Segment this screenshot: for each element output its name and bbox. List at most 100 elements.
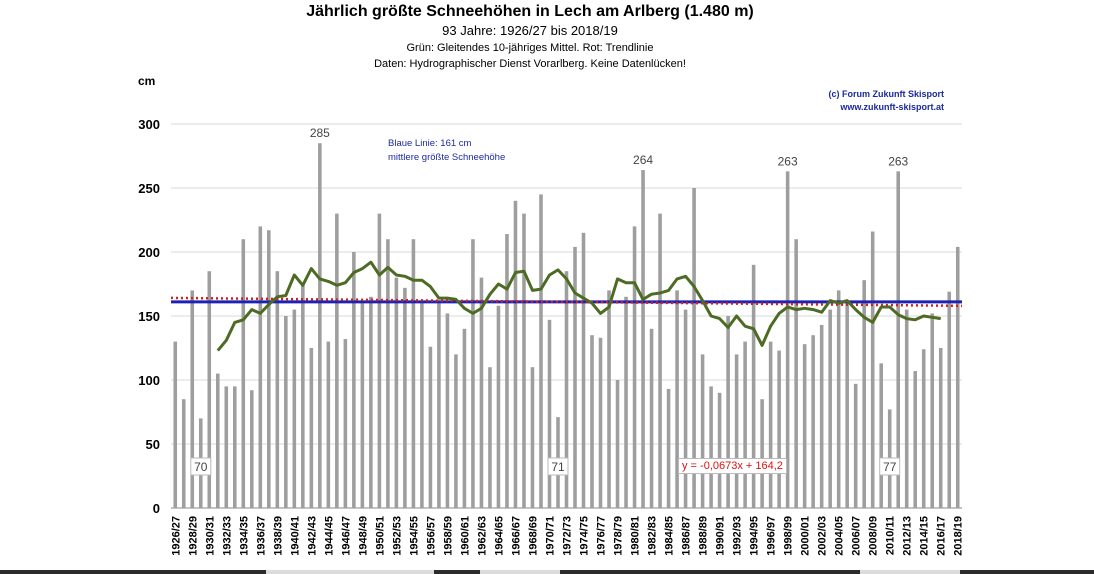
bar	[632, 226, 637, 508]
bar	[853, 383, 858, 508]
x-tick-label: 1936/37	[255, 516, 267, 556]
x-tick-label: 1990/91	[715, 516, 727, 556]
bar	[301, 284, 305, 508]
bar	[267, 230, 271, 509]
x-tick-label: 1998/99	[783, 516, 795, 556]
bar	[479, 277, 484, 508]
x-tick-label: 1928/29	[187, 516, 199, 556]
bar	[513, 200, 518, 509]
x-tick-label: 1944/45	[323, 516, 335, 556]
credit-url: www.zukunft-skisport.at	[840, 102, 944, 112]
bar	[717, 392, 722, 508]
bar	[904, 309, 909, 508]
x-tick-label: 1984/85	[664, 516, 676, 556]
bar	[658, 213, 662, 508]
bar	[428, 346, 433, 508]
bar	[250, 390, 254, 508]
bar	[215, 373, 220, 508]
bar	[488, 367, 492, 508]
data-label-box	[879, 457, 901, 476]
x-tick-label: 1940/41	[289, 516, 301, 556]
data-label: 71	[551, 460, 565, 474]
x-tick-label: 1954/55	[408, 516, 420, 556]
bar	[777, 350, 781, 508]
x-tick-label: 2006/07	[851, 516, 863, 556]
bar	[692, 188, 696, 508]
x-tick-label: 2004/05	[834, 516, 846, 556]
bar	[615, 380, 620, 508]
x-tick-label: 2002/03	[817, 516, 829, 556]
bar	[403, 287, 407, 508]
bar	[207, 271, 212, 508]
bar	[870, 231, 875, 508]
bar	[352, 252, 356, 508]
taskbar-segment	[960, 570, 1094, 574]
taskbar-segment	[560, 570, 860, 574]
x-tick-label: 1932/33	[221, 516, 233, 556]
mean-line-description: mittlere größte Schneehöhe	[388, 152, 506, 163]
bar	[377, 213, 382, 508]
bar	[360, 303, 365, 508]
bar	[471, 239, 475, 508]
bar	[598, 337, 603, 508]
bar	[785, 171, 790, 509]
x-tick-label: 1938/39	[272, 516, 284, 556]
bar	[666, 388, 671, 508]
x-tick-label: 1958/59	[442, 516, 454, 556]
bar	[335, 213, 339, 508]
chart-title: Jährlich größte Schneehöhen in Lech am A…	[306, 3, 754, 20]
x-tick-label: 2012/13	[902, 516, 914, 556]
bar	[547, 319, 552, 508]
bar	[845, 303, 849, 508]
chart-note-source: Daten: Hydrographischer Dienst Vorarlber…	[374, 58, 686, 70]
bar	[309, 348, 314, 508]
bar	[624, 296, 628, 508]
trend-equation: y = -0,0673x + 164,2	[678, 458, 787, 474]
x-tick-label: 1942/43	[306, 516, 318, 556]
x-tick-label: 1970/71	[544, 516, 556, 556]
y-tick-label: 50	[146, 437, 160, 452]
data-label-box	[190, 457, 212, 476]
bar	[292, 309, 297, 508]
trend-line	[170, 296, 963, 308]
x-tick-label: 1926/27	[170, 516, 182, 556]
bar	[326, 341, 331, 508]
x-tick-label: 1994/95	[749, 516, 761, 556]
bar	[879, 363, 883, 508]
bar	[794, 239, 798, 508]
bar	[505, 234, 509, 508]
bar	[675, 290, 679, 508]
bar	[751, 264, 756, 508]
bar	[190, 290, 195, 508]
bar	[581, 232, 586, 509]
x-tick-label: 1960/61	[459, 516, 471, 556]
bar	[369, 296, 373, 508]
data-label: 263	[778, 154, 798, 168]
taskbar-segment	[434, 570, 480, 574]
x-tick-label: 1964/65	[493, 516, 505, 556]
x-tick-label: 1976/77	[596, 516, 608, 556]
bar	[921, 349, 926, 508]
y-tick-label: 150	[138, 309, 160, 324]
bar	[862, 280, 866, 508]
x-tick-label: 1948/49	[357, 516, 369, 556]
x-tick-label: 1996/97	[766, 516, 778, 556]
bar	[700, 354, 705, 508]
data-label-box	[547, 457, 569, 476]
bar	[896, 171, 900, 509]
y-tick-label: 100	[138, 373, 160, 388]
bar	[173, 341, 178, 508]
x-tick-label: 1978/79	[613, 516, 625, 556]
x-tick-label: 1968/69	[527, 516, 539, 556]
chart-subtitle: 93 Jahre: 1926/27 bis 2018/19	[442, 23, 618, 38]
moving-average-line	[216, 260, 941, 352]
bar	[743, 341, 747, 508]
bar	[573, 246, 577, 508]
y-axis-unit-label: cm	[138, 74, 156, 88]
data-label: 77	[883, 460, 897, 474]
bar	[709, 386, 713, 508]
bar	[734, 354, 739, 508]
bar	[522, 213, 526, 508]
bar	[437, 303, 441, 508]
